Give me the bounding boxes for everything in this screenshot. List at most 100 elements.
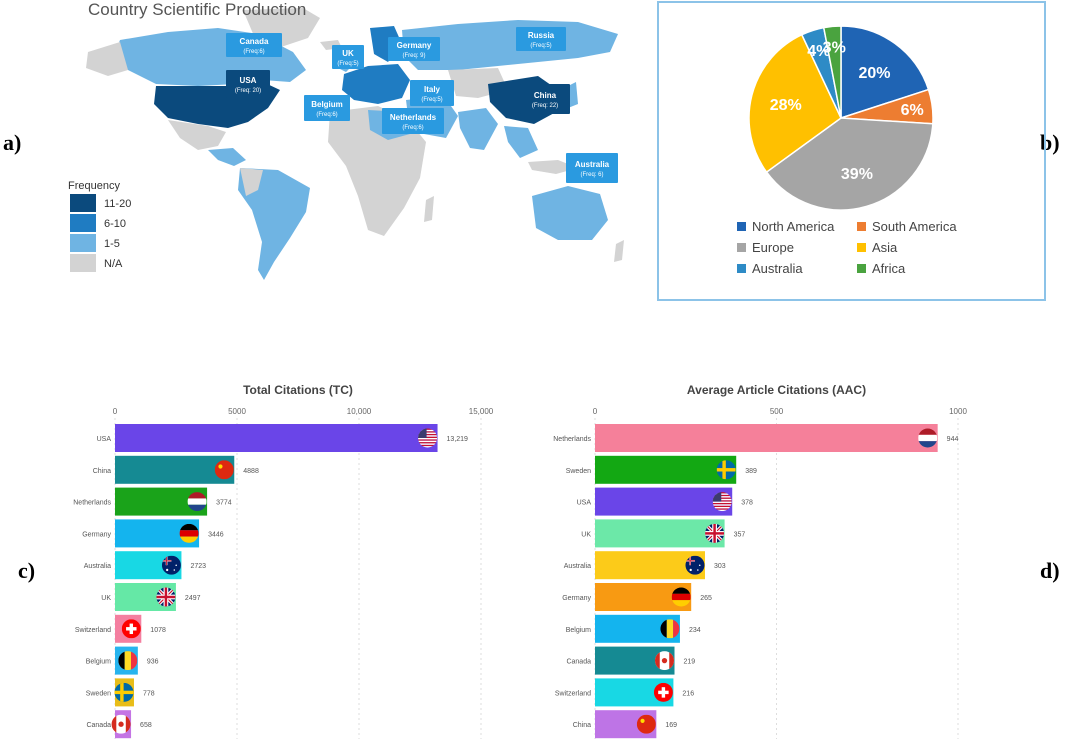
callout-australia: Australia (Freq: 6) bbox=[566, 153, 618, 183]
value-label: 234 bbox=[689, 627, 701, 634]
callout-box bbox=[520, 84, 570, 114]
bar-row-usa: USA 378 bbox=[577, 487, 753, 516]
callout-freq: (Freq: 6) bbox=[580, 172, 603, 178]
china-flag-icon bbox=[636, 714, 656, 734]
category-label: Germany bbox=[82, 531, 111, 538]
bar-row-germany: Germany 3446 bbox=[82, 519, 224, 548]
switzerland-flag-icon bbox=[653, 682, 673, 702]
value-label: 13,219 bbox=[447, 436, 469, 443]
japan-shape bbox=[568, 82, 578, 108]
bar-row-netherlands: Netherlands 3774 bbox=[73, 487, 232, 516]
mexico-shape bbox=[168, 120, 226, 150]
usa-flag-icon bbox=[712, 492, 732, 512]
central-america-shape bbox=[208, 148, 246, 166]
pie-value-label: 39% bbox=[841, 166, 873, 183]
bar-row-uk: UK 2497 bbox=[101, 583, 201, 611]
callout-box bbox=[332, 45, 364, 69]
x-tick-label: 10,000 bbox=[347, 407, 372, 416]
callout-italy: Italy (Freq:5) bbox=[410, 80, 454, 106]
china-flag-icon bbox=[214, 460, 234, 480]
category-label: USA bbox=[97, 436, 112, 443]
category-label: China bbox=[573, 722, 591, 729]
bar-row-canada: Canada 219 bbox=[566, 646, 695, 675]
south-america-na-shape bbox=[240, 168, 263, 196]
madagascar-shape bbox=[424, 196, 434, 222]
netherlands-flag-icon bbox=[918, 428, 938, 448]
uk-flag-icon bbox=[156, 587, 176, 607]
switzerland-flag-icon bbox=[121, 619, 141, 639]
pie-legend-label: South America bbox=[872, 219, 957, 234]
callout-china: China (Freq: 22) bbox=[520, 84, 570, 114]
callout-freq: (Freq:5) bbox=[337, 61, 358, 67]
bar bbox=[595, 487, 733, 516]
bar-row-china: China 4888 bbox=[93, 455, 259, 484]
bar-row-canada: Canada 658 bbox=[86, 710, 152, 739]
pie-legend-label: North America bbox=[752, 219, 835, 234]
canada-flag-icon bbox=[111, 714, 131, 734]
bar-row-australia: Australia 2723 bbox=[84, 551, 206, 580]
map-legend: Frequency 11-20 6-10 1-5 N/A bbox=[68, 180, 131, 272]
average-article-citations-chart: Average Article Citations (AAC) 0 500 1000 N… bbox=[553, 383, 967, 739]
pie-legend-label: Europe bbox=[752, 240, 794, 255]
value-label: 265 bbox=[700, 595, 712, 602]
bar-row-china: China 169 bbox=[573, 710, 677, 739]
value-label: 936 bbox=[147, 659, 159, 666]
callout-freq: (Freq:5) bbox=[421, 97, 442, 103]
panel-label-a: a) bbox=[3, 130, 22, 155]
pie-value-label: 4% bbox=[807, 43, 830, 60]
value-label: 357 bbox=[734, 531, 746, 538]
continent-pie-chart: 20% 6% 39% 28% 4%3% bbox=[748, 25, 934, 211]
value-label: 1078 bbox=[150, 627, 166, 634]
value-label: 378 bbox=[741, 500, 753, 507]
category-label: Australia bbox=[564, 563, 591, 570]
callout-freq: (Freq:6) bbox=[316, 112, 337, 118]
bar-row-switzerland: Switzerland 216 bbox=[555, 678, 694, 707]
usa-flag-icon bbox=[418, 428, 438, 448]
pie-value-label: 6% bbox=[901, 102, 924, 119]
x-tick-label: 1000 bbox=[949, 407, 967, 416]
category-label: Netherlands bbox=[553, 436, 591, 443]
belgium-flag-icon bbox=[118, 651, 138, 671]
callout-country: Belgium bbox=[311, 100, 343, 109]
category-label: UK bbox=[101, 595, 111, 602]
map-legend-swatch bbox=[70, 234, 96, 252]
pie-value-label: 20% bbox=[859, 65, 891, 82]
x-tick-label: 0 bbox=[593, 407, 598, 416]
australia-flag-icon bbox=[685, 555, 705, 575]
pie-legend-swatch bbox=[737, 222, 746, 231]
callout-country: Netherlands bbox=[390, 113, 437, 122]
bar-row-sweden: Sweden 389 bbox=[566, 455, 757, 484]
value-label: 219 bbox=[683, 659, 695, 666]
europe-shape bbox=[342, 64, 410, 104]
callout-country: Italy bbox=[424, 85, 441, 94]
south-america-shape bbox=[238, 168, 310, 280]
map-land bbox=[86, 8, 624, 280]
callout-netherlands: Netherlands (Freq:6) bbox=[382, 108, 444, 134]
bar bbox=[115, 455, 235, 484]
bar bbox=[595, 519, 725, 548]
category-label: Australia bbox=[84, 563, 111, 570]
pie-legend-swatch bbox=[737, 264, 746, 273]
pie-legend-label: Asia bbox=[872, 240, 898, 255]
callout-country: Canada bbox=[240, 37, 269, 46]
sweden-flag-icon bbox=[716, 460, 736, 480]
map-legend-label: 6-10 bbox=[104, 218, 126, 230]
pie-slice-africa bbox=[822, 25, 842, 119]
pie-legend-item-north-america: North America bbox=[737, 219, 834, 234]
map-title: Country Scientific Production bbox=[88, 0, 307, 19]
callout-country: China bbox=[534, 91, 557, 100]
callout-box bbox=[382, 108, 444, 134]
map-legend-swatch bbox=[70, 194, 96, 212]
bar bbox=[595, 424, 938, 452]
category-label: Switzerland bbox=[555, 690, 591, 697]
category-label: Belgium bbox=[86, 659, 111, 666]
value-label: 3446 bbox=[208, 531, 224, 538]
callout-freq: (Freq: 9) bbox=[402, 53, 425, 59]
callout-box bbox=[226, 33, 282, 57]
panel-label-d: d) bbox=[1040, 558, 1060, 583]
x-tick-label: 15,000 bbox=[469, 407, 494, 416]
pie-legend-swatch bbox=[857, 264, 866, 273]
uk-flag-icon bbox=[705, 523, 725, 543]
category-label: China bbox=[93, 468, 111, 475]
category-label: USA bbox=[577, 500, 592, 507]
